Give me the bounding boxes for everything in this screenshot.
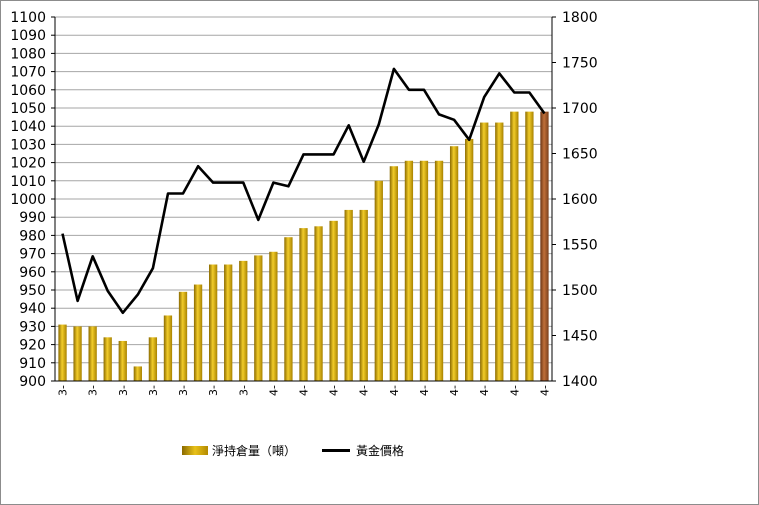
bar [103,337,112,381]
bar [163,315,173,381]
gold-price-line [61,67,546,315]
x-tick-label: 4- [328,385,341,396]
x-tick-label: 4- [418,385,431,396]
left-tick-label: 910 [19,356,46,372]
bar [254,255,263,381]
x-tick-label: 3- [177,385,190,396]
x-tick-label: 4- [388,385,401,396]
bar [118,340,127,381]
left-tick-label: 1070 [10,65,46,81]
bar [208,264,218,381]
bar [299,228,308,381]
bar [224,264,233,381]
left-tick-label: 980 [19,228,46,244]
x-tick-label: 4- [508,385,521,396]
line-series [61,67,546,315]
right-tick-label: 1400 [562,374,598,390]
left-tick-label: 1080 [10,46,46,62]
bar [480,122,489,381]
right-tick-label: 1700 [562,101,598,117]
left-tick-label: 960 [19,265,46,281]
left-tick-label: 1000 [10,192,46,208]
left-tick-label: 930 [19,319,46,335]
x-tick-label: 3- [117,385,130,396]
x-tick-label: 3- [87,385,100,396]
left-tick-label: 940 [19,301,46,317]
x-tick-label: 4- [478,385,491,396]
bar [419,160,429,381]
x-axis-ticks: 3- 3- 3- 3- 3- 3- 3- 4- 4- 4- 4- 4- 4- 4- 4- 4- 4- [57,385,552,396]
bar [73,326,82,381]
bar [389,166,399,381]
x-tick-label: 3- [237,385,250,396]
left-tick-label: 1100 [10,10,46,26]
right-tick-label: 1650 [562,147,598,163]
right-tick-label: 1750 [562,56,598,72]
bar [329,220,338,381]
left-tick-label: 1030 [10,137,46,153]
bar-series [58,111,549,381]
x-tick-label: 3- [57,385,70,396]
x-tick-label: 4- [539,385,552,396]
bar [88,326,97,381]
x-tick-label: 4- [448,385,461,396]
left-tick-label: 1010 [10,174,46,190]
bar [58,324,67,381]
left-tick-label: 1020 [10,156,46,172]
legend-item-holdings: 淨持倉量（噸） [182,442,296,459]
right-tick-label: 1550 [562,238,598,254]
bar [344,209,353,381]
bar [525,111,534,381]
legend-line-swatch [322,448,351,452]
bar [510,111,519,381]
x-tick-label: 4- [358,385,371,396]
legend-item-gold-price: 黃金價格 [322,442,404,459]
bar [465,138,474,381]
right-tick-label: 1500 [562,283,598,299]
bar [284,237,293,381]
left-tick-label: 920 [19,338,46,354]
x-tick-label: 4- [298,385,311,396]
right-tick-label: 1450 [562,329,598,345]
left-tick-label: 1090 [10,28,46,44]
left-tick-label: 900 [19,374,46,390]
bar [404,160,414,381]
bar [178,291,188,381]
left-tick-label: 990 [19,210,46,226]
bar [434,160,444,381]
bar [495,122,504,381]
legend: 淨持倉量（噸） 黃金價格 [182,441,430,459]
left-tick-label: 970 [19,247,46,263]
x-tick-label: 3- [147,385,160,396]
right-tick-label: 1600 [562,192,598,208]
bar [540,111,549,381]
left-tick-label: 1060 [10,83,46,99]
bar [449,146,459,381]
bar [193,284,203,381]
x-tick-label: 3- [207,385,220,396]
left-tick-label: 1050 [10,101,46,117]
right-axis-ticks: 1400 1450 1500 1550 1600 1650 1700 1750 1800 [552,10,598,390]
legend-label-holdings: 淨持倉量（噸） [212,443,297,458]
bar [269,251,278,381]
legend-label-gold-price: 黃金價格 [356,443,405,458]
bar [359,209,368,381]
bar [314,226,323,381]
bar [239,260,248,381]
bar [148,337,158,381]
left-axis-ticks: 900 910 920 930 940 950 960 970 980 990 1000 1010 10… [10,10,55,390]
bar [374,180,383,381]
left-tick-label: 950 [19,283,46,299]
x-tick-label: 4- [267,385,280,396]
right-tick-label: 1800 [562,10,598,26]
bar [133,366,142,381]
left-tick-label: 1040 [10,119,46,135]
legend-bar-swatch [182,445,208,455]
